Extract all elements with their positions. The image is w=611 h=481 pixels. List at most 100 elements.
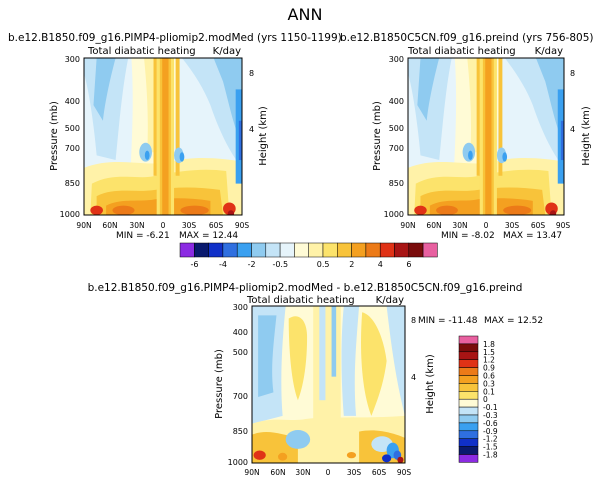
contour-region	[346, 452, 357, 459]
colorbar-swatch	[458, 446, 479, 455]
colorbar-label: 0	[483, 395, 488, 404]
colorbar-label: -6	[190, 260, 198, 269]
diff-panel-frame	[251, 305, 406, 464]
colorbar-swatch	[322, 242, 338, 258]
contour-region	[436, 205, 458, 215]
x-tick-label: 60S	[209, 221, 224, 230]
right-tick-label: 8	[411, 316, 416, 325]
field-layer	[84, 58, 242, 215]
colorbar-swatch	[308, 242, 324, 258]
x-tick-label: 90S	[397, 468, 412, 477]
y-tick-label: 300	[65, 55, 80, 64]
y-tick-label: 500	[389, 124, 404, 133]
colorbar-swatch	[458, 359, 479, 368]
x-tick-label: 30N	[129, 221, 144, 230]
contour-region	[175, 58, 180, 176]
preind-panel: b.e12.B1850C5CN.f09_g16.preind (yrs 756-…	[340, 32, 593, 241]
colorbar-label: 0.1	[483, 387, 495, 396]
colorbar-swatch	[379, 242, 395, 258]
contour-region	[503, 205, 532, 215]
vertical-colorbar: 1.81.51.20.90.60.30.10-0.1-0.3-0.6-0.9-1…	[458, 335, 498, 463]
contour-region	[468, 150, 473, 161]
diff-panel-subtitle-left: Total diabatic heating	[246, 295, 355, 306]
colorbar-swatch	[208, 242, 224, 258]
y-tick-label: 400	[389, 97, 404, 106]
right-tick-label: 4	[249, 125, 254, 134]
contour-region	[331, 306, 337, 377]
right-tick-label: 8	[570, 69, 575, 78]
preind-panel-rticks: 8 4	[570, 69, 575, 134]
contour-region	[386, 306, 405, 416]
contour-region	[361, 312, 387, 416]
preind-panel-xticks: 90N 60N 30N 0 30S 60S 90S	[400, 221, 570, 230]
colorbar-swatch	[458, 430, 479, 439]
y-tick-label: 400	[65, 97, 80, 106]
colorbar-label: 0.5	[317, 260, 330, 269]
model-panel-yticks: 300 400 500 700 850 1000	[60, 55, 80, 219]
model-panel-field	[84, 58, 242, 215]
model-panel-subtitle-right: K/day	[213, 46, 241, 57]
contour-region	[319, 306, 326, 401]
model-panel-max: MAX = 12.44	[179, 231, 238, 241]
contour-region	[93, 58, 116, 121]
y-tick-label: 850	[389, 179, 404, 188]
y-tick-label: 300	[233, 303, 248, 312]
colorbar-swatch	[394, 242, 410, 258]
colorbar-swatch	[458, 383, 479, 392]
x-tick-label: 90N	[244, 468, 259, 477]
contour-region	[417, 58, 440, 121]
contour-region	[341, 306, 360, 416]
horizontal-colorbar: -6 -4 -2 -0.5 0.5 2 4 6	[179, 242, 438, 269]
x-tick-label: 60N	[102, 221, 117, 230]
colorbar-swatch	[458, 454, 479, 463]
contour-region	[288, 316, 308, 401]
x-tick-label: 90S	[235, 221, 250, 230]
preind-panel-field	[408, 58, 564, 215]
diff-panel-ylabel: Pressure (mb)	[214, 349, 225, 419]
x-tick-label: 90N	[400, 221, 415, 230]
diff-panel: b.e12.B1850.f09_g16.PIMP4-pliomip2.modMe…	[88, 282, 544, 477]
diff-panel-right-label: Height (km)	[425, 354, 436, 414]
y-tick-label: 400	[233, 328, 248, 337]
diff-panel-rticks: 8 4	[411, 316, 416, 382]
colorbar-swatch	[458, 351, 479, 360]
x-tick-label: 60N	[426, 221, 441, 230]
colorbar-label: -4	[219, 260, 227, 269]
contour-region	[498, 58, 503, 176]
preind-panel-frame	[407, 57, 565, 216]
preind-panel-max: MAX = 13.47	[503, 231, 562, 241]
model-panel-min: MIN = -6.21	[116, 231, 170, 241]
y-tick-label: 850	[233, 427, 248, 436]
contour-region	[179, 152, 185, 162]
x-tick-label: 0	[161, 221, 166, 230]
colorbar-swatch	[458, 398, 479, 408]
preind-panel-right-label: Height (km)	[581, 106, 592, 166]
y-tick-label: 700	[65, 144, 80, 153]
preind-panel-min: MIN = -8.02	[441, 231, 495, 241]
preind-panel-yticks: 300 400 500 700 850 1000	[384, 55, 404, 219]
contour-region	[153, 58, 157, 176]
colorbar-swatch	[251, 242, 267, 258]
right-tick-label: 4	[411, 373, 416, 382]
colorbar-swatch	[236, 242, 252, 258]
colorbar-label: -1.2	[483, 435, 498, 444]
right-tick-label: 8	[249, 69, 254, 78]
contour-region	[90, 205, 103, 215]
colorbar-label: 1.8	[483, 340, 495, 349]
y-tick-label: 700	[233, 392, 248, 401]
contour-region	[502, 152, 508, 162]
colorbar-label: 4	[378, 260, 383, 269]
y-tick-label: 500	[233, 348, 248, 357]
preind-panel-subtitle-right: K/day	[535, 46, 563, 57]
colorbar-swatch	[179, 242, 195, 258]
colorbar-label: -0.3	[483, 411, 498, 420]
colorbar-label: -1.5	[483, 443, 498, 452]
colorbar-swatch	[458, 367, 479, 376]
colorbar-swatch	[458, 343, 479, 353]
colorbar-swatch	[194, 242, 209, 258]
colorbar-swatch	[365, 242, 381, 258]
contour-region	[213, 58, 242, 145]
contour-region	[485, 58, 492, 215]
contour-region	[253, 450, 266, 460]
